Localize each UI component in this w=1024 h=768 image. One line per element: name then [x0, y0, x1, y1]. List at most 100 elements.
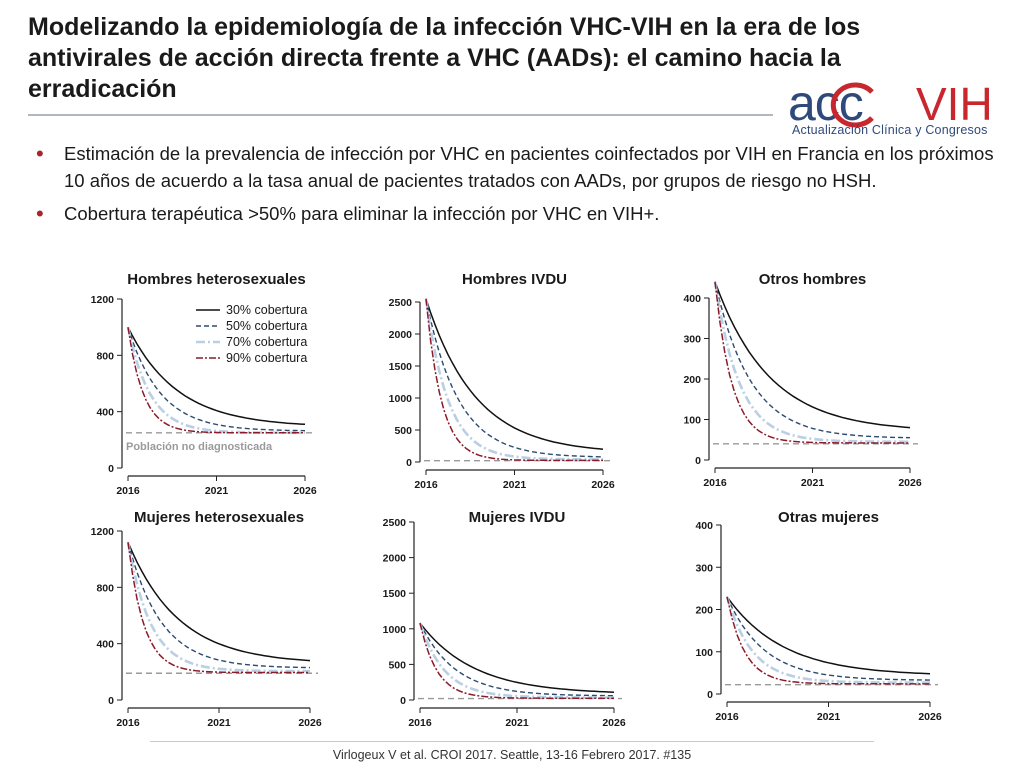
y-tick-label: 400 [695, 520, 713, 532]
y-tick-label: 500 [388, 659, 406, 671]
series-line [127, 326, 306, 426]
acc-vih-logo: acc VIH [788, 78, 993, 131]
series-line [425, 298, 603, 462]
y-tick-label: 300 [683, 334, 701, 346]
chart-title: Hombres heterosexuales [127, 271, 305, 288]
y-tick-label: 200 [683, 374, 701, 386]
bullet-dot-icon: • [36, 201, 44, 226]
series-line [127, 542, 310, 674]
x-tick-label: 2026 [293, 485, 317, 497]
y-tick-label: 400 [96, 407, 114, 419]
y-tick-label: 2500 [383, 517, 407, 529]
undiagnosed-label: Población no diagnosticada [126, 441, 273, 453]
charts-grid: Hombres heterosexuales 0 400 800 1200 2016 202… [91, 271, 942, 729]
chart-panel: Otras mujeres 0 100 200 300 400 2016 2021 2026 [695, 509, 941, 723]
legend-entry: 30% cobertura [226, 303, 307, 317]
y-tick-label: 1500 [383, 588, 407, 600]
chart-title: Otros hombres [759, 271, 867, 288]
chart-panel: Mujeres IVDU 0 500 1000 1500 2000 2500 2016 2021… [383, 509, 626, 729]
legend-entry: 90% cobertura [226, 351, 307, 365]
y-tick-label: 1200 [91, 294, 115, 306]
bullet-item: • Estimación de la prevalencia de infecci… [36, 140, 996, 194]
series-line [418, 622, 614, 699]
x-tick-label: 2021 [503, 479, 527, 491]
chart-title: Mujeres heterosexuales [134, 509, 304, 526]
series-line [726, 596, 931, 675]
series-line [127, 541, 311, 662]
y-tick-label: 0 [400, 695, 406, 707]
y-tick-label: 2500 [389, 297, 413, 309]
chart-panel: Hombres heterosexuales 0 400 800 1200 2016 202… [91, 271, 317, 497]
series-line [714, 281, 910, 444]
page-title: Modelizando la epidemiología de la infec… [28, 13, 861, 103]
y-tick-label: 1000 [383, 624, 407, 636]
legend-entry: 70% cobertura [226, 335, 307, 349]
citation: Virlogeux V et al. CROI 2017. Seattle, 1… [332, 748, 692, 762]
x-tick-label: 2016 [703, 477, 727, 489]
x-tick-label: 2026 [918, 711, 942, 723]
bullet-text: Cobertura terapéutica >50% para eliminar… [64, 203, 660, 224]
series-line [425, 298, 604, 458]
y-tick-label: 100 [695, 647, 713, 659]
bullet-list: • Estimación de la prevalencia de infecci… [36, 140, 996, 233]
chart-title: Hombres IVDU [462, 271, 567, 288]
x-tick-label: 2016 [408, 717, 432, 729]
x-tick-label: 2026 [898, 477, 922, 489]
y-tick-label: 2000 [389, 329, 413, 341]
series-line [419, 622, 614, 697]
y-tick-label: 2000 [383, 553, 407, 565]
bullet-item: • Cobertura terapéutica >50% para elimina… [36, 200, 996, 227]
y-tick-label: 300 [695, 562, 713, 574]
x-tick-label: 2021 [801, 477, 825, 489]
x-tick-label: 2021 [817, 711, 841, 723]
title-divider [28, 114, 773, 116]
x-tick-label: 2026 [591, 479, 615, 491]
x-tick-label: 2021 [505, 717, 529, 729]
x-tick-label: 2016 [116, 485, 140, 497]
y-tick-label: 400 [683, 293, 701, 305]
series-line [425, 298, 604, 450]
series-line [419, 622, 614, 699]
series-line [127, 542, 311, 669]
y-tick-label: 400 [96, 639, 114, 651]
y-tick-label: 0 [695, 455, 701, 467]
bullet-dot-icon: • [36, 141, 44, 166]
y-tick-label: 1200 [91, 526, 115, 538]
x-tick-label: 2021 [205, 485, 229, 497]
y-tick-label: 200 [695, 605, 713, 617]
series-line [127, 326, 306, 432]
x-tick-label: 2016 [715, 711, 739, 723]
y-tick-label: 0 [108, 695, 114, 707]
chart-panel: Otros hombres 0 100 200 300 400 2016 2021 2026 [683, 271, 921, 489]
series-line [424, 298, 603, 461]
x-tick-label: 2026 [602, 717, 626, 729]
series-line [126, 542, 310, 673]
y-tick-label: 500 [394, 425, 412, 437]
x-tick-label: 2016 [414, 479, 438, 491]
footer-divider [150, 741, 874, 742]
y-tick-label: 800 [96, 350, 114, 362]
y-tick-label: 1500 [389, 361, 413, 373]
series-line [713, 281, 910, 444]
x-tick-label: 2016 [116, 717, 140, 729]
y-tick-label: 1000 [389, 393, 413, 405]
y-tick-label: 100 [683, 415, 701, 427]
series-line [725, 596, 930, 684]
series-line [127, 327, 305, 434]
legend-entry: 50% cobertura [226, 319, 307, 333]
series-line [726, 596, 931, 681]
chart-panel: Mujeres heterosexuales 0 400 800 1200 2016 202… [91, 509, 322, 729]
series-line [714, 281, 911, 439]
series-line [714, 281, 911, 429]
chart-title: Otras mujeres [778, 509, 879, 526]
logo-swoosh [830, 82, 874, 128]
y-tick-label: 800 [96, 582, 114, 594]
y-tick-label: 0 [108, 463, 114, 475]
x-tick-label: 2026 [298, 717, 322, 729]
series-line [419, 622, 615, 693]
chart-title: Mujeres IVDU [469, 509, 566, 526]
series-line [726, 596, 930, 685]
y-tick-label: 0 [406, 457, 412, 469]
chart-panel: Hombres IVDU 0 500 1000 1500 2000 2500 2016 2021… [389, 271, 615, 491]
bullet-text: Estimación de la prevalencia de infecció… [64, 143, 994, 191]
